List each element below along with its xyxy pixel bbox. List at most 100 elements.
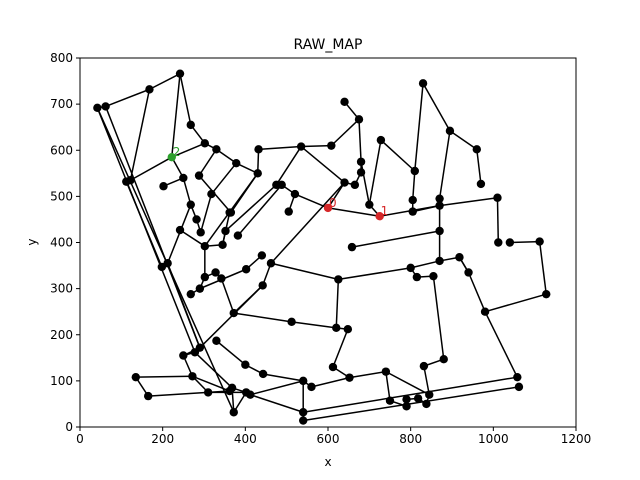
map-edge xyxy=(509,240,540,244)
map-node xyxy=(422,399,431,409)
map-node xyxy=(241,360,250,369)
map-node xyxy=(402,402,411,411)
map-node xyxy=(299,416,308,425)
map-node xyxy=(328,362,338,372)
map-edge xyxy=(258,145,302,151)
map-node xyxy=(425,390,434,399)
marked-node xyxy=(323,203,333,213)
x-tick-label: 200 xyxy=(151,432,174,446)
map-node xyxy=(494,238,503,247)
y-tick-label: 400 xyxy=(50,236,73,250)
map-edge xyxy=(484,293,547,313)
map-edge xyxy=(303,386,520,422)
map-node xyxy=(266,259,276,268)
map-node xyxy=(356,168,366,177)
map-edge xyxy=(270,182,346,264)
map-node xyxy=(542,289,551,299)
map-edge xyxy=(199,193,213,233)
map-node xyxy=(241,265,251,274)
map-node xyxy=(200,241,210,251)
map-node xyxy=(296,142,306,151)
map-node xyxy=(356,157,366,166)
x-axis: 0 200 400 600 800 1000 1200 xyxy=(76,427,591,446)
map-edge xyxy=(439,197,498,207)
map-edge xyxy=(148,390,230,397)
map-node xyxy=(218,240,227,250)
map-edge xyxy=(149,73,181,91)
map-node xyxy=(513,372,522,382)
map-edge xyxy=(412,204,440,213)
map-edge xyxy=(250,394,304,413)
map-edge xyxy=(294,193,329,209)
x-tick-label: 400 xyxy=(234,432,257,446)
map-node xyxy=(192,215,201,224)
map-node xyxy=(211,268,220,277)
node-label-layer: 0 1 2 xyxy=(173,145,389,218)
map-node xyxy=(480,307,490,316)
map-edge xyxy=(275,146,302,186)
map-node xyxy=(464,268,473,277)
y-tick-label: 800 xyxy=(50,51,73,65)
map-node xyxy=(343,325,353,334)
map-node xyxy=(179,351,188,360)
map-node xyxy=(195,284,205,293)
map-edge xyxy=(194,351,233,389)
map-edge xyxy=(411,170,416,201)
map-edge xyxy=(385,371,391,401)
map-edge xyxy=(179,229,206,247)
map-node xyxy=(287,317,296,327)
map-edge xyxy=(105,88,150,108)
map-node xyxy=(340,178,349,187)
map-node xyxy=(381,367,391,376)
start-node xyxy=(375,212,384,221)
map-node xyxy=(200,139,210,148)
map-node xyxy=(350,180,360,190)
map-node xyxy=(419,361,429,371)
map-edge xyxy=(179,73,192,126)
map-node xyxy=(455,253,464,262)
map-node xyxy=(402,395,411,404)
map-node xyxy=(254,145,263,154)
map-edge xyxy=(438,130,451,199)
map-node xyxy=(406,263,415,273)
x-axis-label: x xyxy=(324,455,331,469)
map-node xyxy=(418,79,428,88)
map-node xyxy=(535,237,544,246)
y-tick-label: 0 xyxy=(65,420,73,434)
map-edge xyxy=(182,177,192,205)
map-edge xyxy=(233,312,292,323)
map-edge xyxy=(210,162,237,195)
map-node xyxy=(207,189,216,199)
x-tick-label: 1200 xyxy=(561,432,592,446)
map-node xyxy=(122,177,131,186)
map-node xyxy=(435,226,444,236)
map-edge xyxy=(349,370,386,379)
x-tick-label: 600 xyxy=(317,432,340,446)
map-node xyxy=(101,102,110,111)
map-edge xyxy=(414,83,424,172)
node-marker-label: 0 xyxy=(329,196,337,210)
map-edge xyxy=(270,262,339,281)
map-node xyxy=(229,308,238,318)
map-node xyxy=(514,382,524,392)
map-node xyxy=(145,85,154,94)
map-edge xyxy=(171,73,181,158)
y-tick-label: 300 xyxy=(50,282,73,296)
map-edge xyxy=(385,370,430,396)
goal-node xyxy=(167,152,176,162)
map-node xyxy=(299,408,308,417)
y-tick-label: 100 xyxy=(50,374,73,388)
map-node xyxy=(196,228,205,237)
map-node xyxy=(144,391,153,401)
map-edge xyxy=(335,279,340,328)
map-edge xyxy=(130,156,173,181)
map-node xyxy=(159,182,168,191)
map-node xyxy=(435,256,444,266)
map-node xyxy=(476,179,486,189)
map-node xyxy=(439,354,448,364)
map-edge xyxy=(330,118,360,147)
map-edge xyxy=(311,376,350,388)
map-node xyxy=(203,388,213,397)
map-edge xyxy=(410,260,440,269)
map-edge xyxy=(538,241,547,295)
